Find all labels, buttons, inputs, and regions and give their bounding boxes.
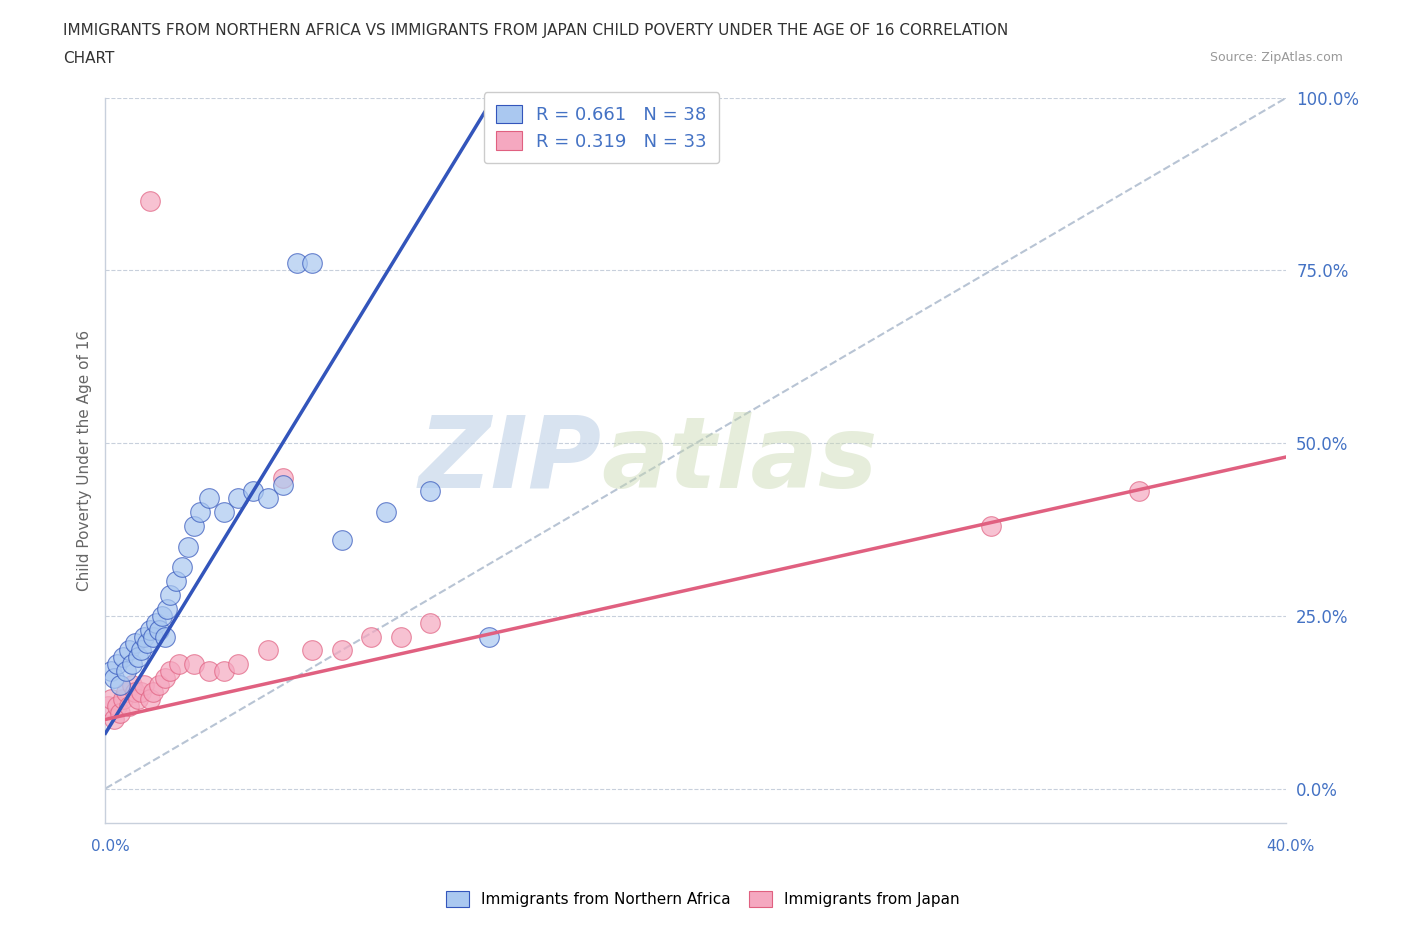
Point <box>138 193 162 208</box>
Point <box>197 664 219 679</box>
Point <box>124 684 146 699</box>
Point <box>153 671 176 685</box>
Text: ZIP: ZIP <box>419 412 602 509</box>
Point <box>97 698 120 713</box>
Text: 0.0%: 0.0% <box>91 839 131 854</box>
Text: Source: ZipAtlas.com: Source: ZipAtlas.com <box>1209 51 1343 64</box>
Point <box>100 691 122 706</box>
Point <box>183 657 205 671</box>
Point <box>118 698 141 713</box>
Point <box>177 539 200 554</box>
Point <box>271 477 294 492</box>
Point <box>121 677 143 692</box>
Point <box>127 650 149 665</box>
Point <box>287 256 309 271</box>
Point <box>132 629 155 644</box>
Point <box>110 677 132 692</box>
Point <box>156 602 179 617</box>
Point <box>103 671 125 685</box>
Point <box>330 643 353 658</box>
Point <box>165 574 187 589</box>
Point <box>132 677 155 692</box>
Point <box>172 560 194 575</box>
Y-axis label: Child Poverty Under the Age of 16: Child Poverty Under the Age of 16 <box>76 330 91 591</box>
Point <box>159 588 181 603</box>
Point <box>360 629 382 644</box>
Point <box>148 677 170 692</box>
Text: CHART: CHART <box>63 51 115 66</box>
Point <box>271 471 294 485</box>
Point <box>301 256 323 271</box>
Point <box>115 684 138 699</box>
Point <box>118 643 141 658</box>
Point <box>112 650 135 665</box>
Legend: R = 0.661   N = 38, R = 0.319   N = 33: R = 0.661 N = 38, R = 0.319 N = 33 <box>484 92 720 164</box>
Point <box>228 657 250 671</box>
Point <box>124 636 146 651</box>
Point <box>103 712 125 727</box>
Point <box>1128 484 1150 498</box>
Point <box>110 705 132 720</box>
Point <box>478 629 501 644</box>
Point <box>257 491 280 506</box>
Point <box>142 684 165 699</box>
Point <box>212 664 235 679</box>
Text: 40.0%: 40.0% <box>1267 839 1315 854</box>
Point <box>389 629 412 644</box>
Point <box>419 616 441 631</box>
Legend: Immigrants from Northern Africa, Immigrants from Japan: Immigrants from Northern Africa, Immigra… <box>440 884 966 913</box>
Text: IMMIGRANTS FROM NORTHERN AFRICA VS IMMIGRANTS FROM JAPAN CHILD POVERTY UNDER THE: IMMIGRANTS FROM NORTHERN AFRICA VS IMMIG… <box>63 23 1008 38</box>
Point <box>100 664 122 679</box>
Point <box>105 657 128 671</box>
Point <box>153 629 176 644</box>
Point <box>127 691 149 706</box>
Point <box>121 657 143 671</box>
Text: atlas: atlas <box>602 412 877 509</box>
Point <box>142 629 165 644</box>
Point <box>169 657 191 671</box>
Point <box>138 622 162 637</box>
Point <box>188 505 211 520</box>
Point <box>115 664 138 679</box>
Point <box>197 491 219 506</box>
Point <box>129 684 152 699</box>
Point <box>138 691 162 706</box>
Point <box>242 484 264 498</box>
Point <box>419 484 441 498</box>
Point <box>183 519 205 534</box>
Point <box>135 636 157 651</box>
Point <box>112 691 135 706</box>
Point <box>374 505 398 520</box>
Point <box>301 643 323 658</box>
Point <box>257 643 280 658</box>
Point <box>148 622 170 637</box>
Point <box>105 698 128 713</box>
Point <box>980 519 1002 534</box>
Point <box>212 505 235 520</box>
Point <box>228 491 250 506</box>
Point <box>150 608 173 623</box>
Point <box>330 532 353 547</box>
Point <box>159 664 181 679</box>
Point <box>129 643 152 658</box>
Point <box>145 616 167 631</box>
